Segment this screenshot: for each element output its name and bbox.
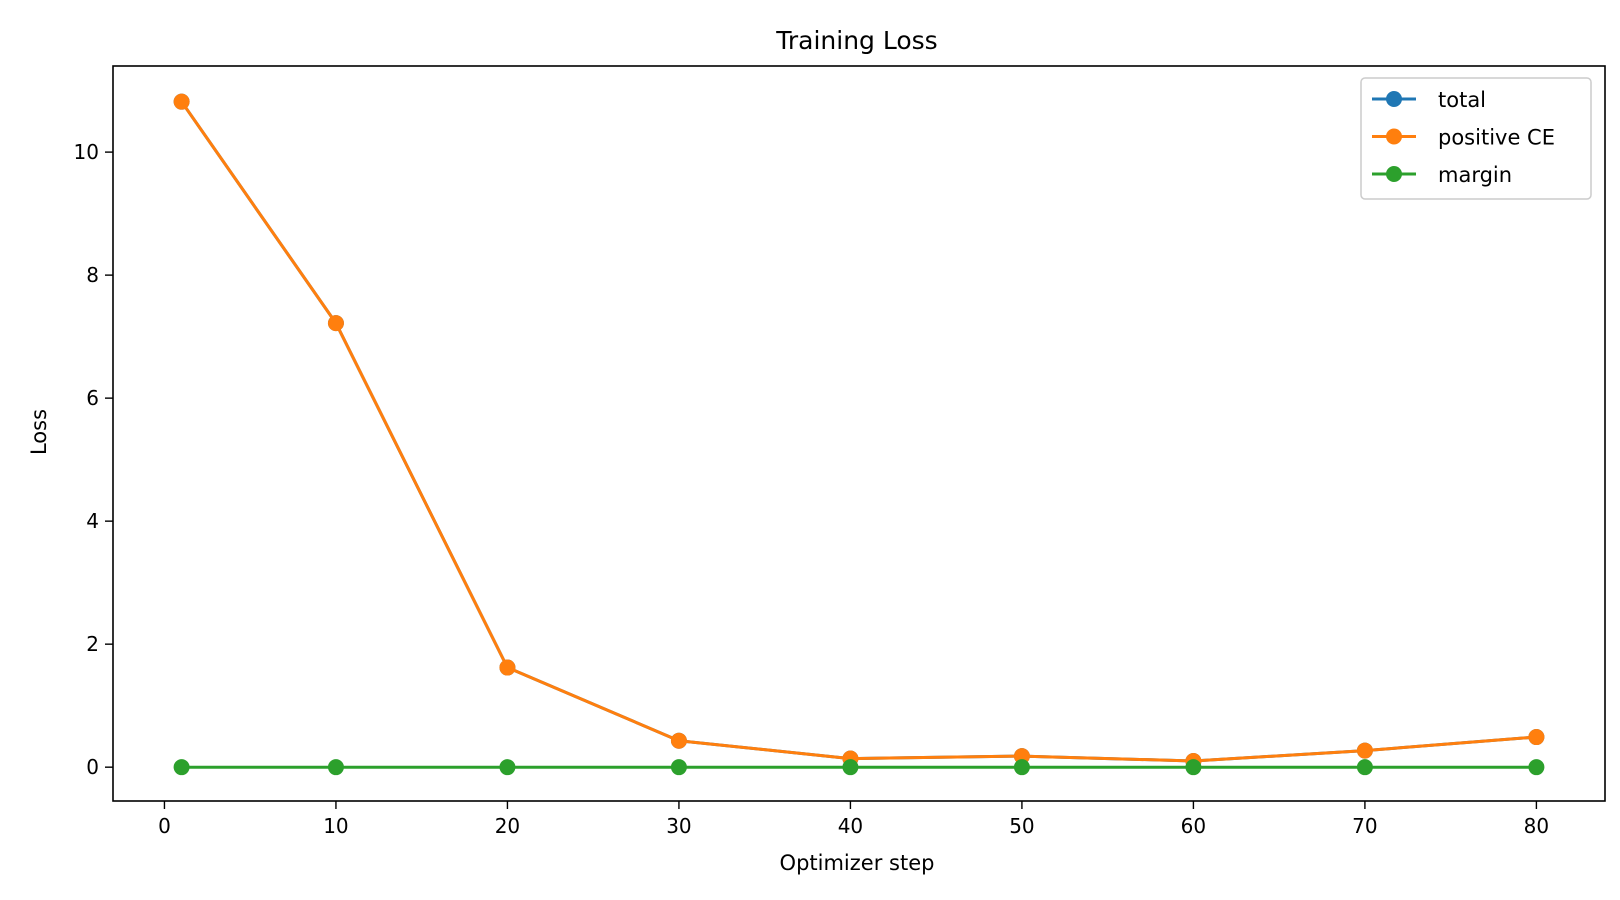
data-point <box>1356 742 1373 759</box>
series-layer <box>173 93 1545 776</box>
data-point <box>173 759 190 776</box>
x-tick-label: 0 <box>158 814 171 838</box>
x-tick-label: 20 <box>495 814 520 838</box>
data-point <box>327 759 344 776</box>
data-point <box>1013 759 1030 776</box>
legend-label: total <box>1438 88 1486 112</box>
x-axis-ticks: 0 10 20 30 40 50 60 70 80 <box>158 801 1549 838</box>
y-tick-label: 0 <box>86 755 99 779</box>
y-tick-label: 10 <box>74 140 99 164</box>
y-tick-label: 8 <box>86 263 99 287</box>
x-tick-label: 80 <box>1524 814 1549 838</box>
data-point <box>670 732 687 749</box>
legend-marker <box>1386 91 1402 107</box>
x-tick-label: 10 <box>323 814 348 838</box>
x-tick-label: 50 <box>1009 814 1034 838</box>
data-point <box>499 659 516 676</box>
data-point <box>499 759 516 776</box>
y-axis-label: Loss <box>27 409 51 455</box>
y-tick-label: 2 <box>86 632 99 656</box>
data-point <box>1528 729 1545 746</box>
x-tick-label: 60 <box>1181 814 1206 838</box>
chart-title: Training Loss <box>775 26 937 55</box>
data-point <box>1013 748 1030 765</box>
data-point <box>173 93 190 110</box>
data-point <box>1356 759 1373 776</box>
legend-box <box>1360 77 1592 200</box>
series-margin <box>173 759 1545 776</box>
legend-label: positive CE <box>1438 126 1555 150</box>
data-point <box>327 315 344 332</box>
x-axis-label: Optimizer step <box>780 851 935 875</box>
data-point <box>1528 759 1545 776</box>
data-point <box>842 759 859 776</box>
x-tick-label: 40 <box>838 814 863 838</box>
x-tick-label: 70 <box>1352 814 1377 838</box>
legend-marker <box>1386 166 1402 182</box>
legend-marker <box>1386 128 1402 145</box>
data-point <box>1185 759 1202 776</box>
legend-label: margin <box>1438 163 1512 187</box>
y-tick-label: 4 <box>86 509 99 533</box>
x-tick-label: 30 <box>666 814 691 838</box>
data-point <box>670 759 687 776</box>
y-axis-ticks: 0 2 4 6 8 10 <box>74 140 113 779</box>
plot-area-frame <box>112 65 1606 802</box>
legend: total positive CE margin <box>1360 77 1592 200</box>
y-tick-label: 6 <box>86 386 99 410</box>
